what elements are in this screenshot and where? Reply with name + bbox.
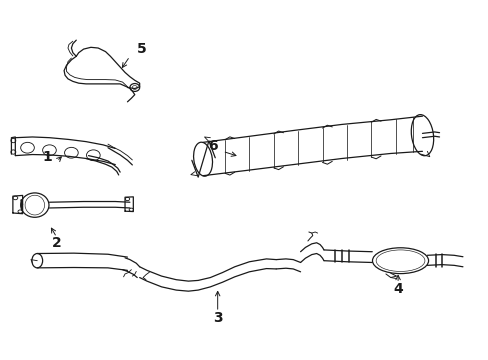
Text: 5: 5: [137, 42, 147, 56]
Text: 1: 1: [42, 150, 52, 164]
Text: 2: 2: [52, 236, 61, 250]
Text: 3: 3: [212, 311, 222, 325]
Text: 4: 4: [392, 282, 402, 296]
Text: 6: 6: [207, 139, 217, 153]
